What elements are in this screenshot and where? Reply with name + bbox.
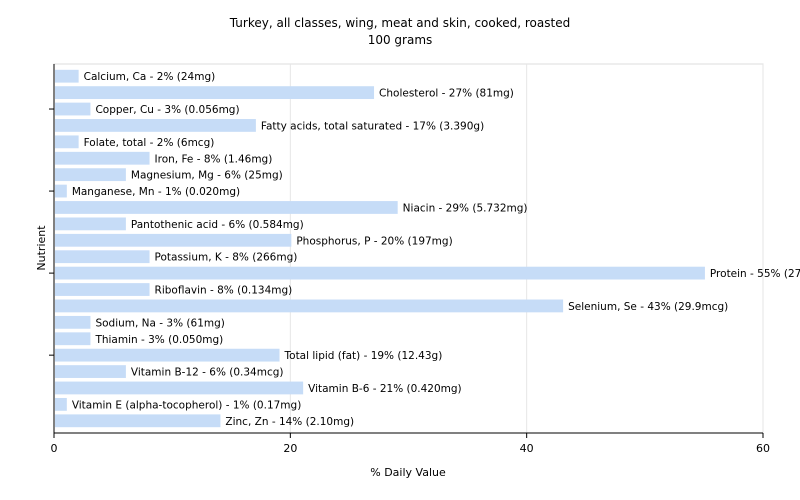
- bar: [55, 365, 126, 378]
- x-tick-label: 40: [520, 442, 534, 455]
- bar-label: Total lipid (fat) - 19% (12.43g): [284, 350, 443, 362]
- bar-label: Pantothenic acid - 6% (0.584mg): [131, 219, 304, 231]
- bar: [55, 201, 398, 214]
- bar: [55, 168, 126, 182]
- bar-label: Fatty acids, total saturated - 17% (3.39…: [261, 120, 484, 132]
- bar: [55, 151, 150, 165]
- bar: [55, 217, 126, 231]
- bar-label: Niacin - 29% (5.732mg): [403, 202, 528, 214]
- bar-label: Riboflavin - 8% (0.134mg): [155, 285, 293, 297]
- bar: [55, 315, 91, 329]
- bar: [55, 283, 150, 296]
- bar-label: Sodium, Na - 3% (61mg): [95, 317, 224, 329]
- x-axis-title: % Daily Value: [370, 466, 446, 479]
- bar-label: Protein - 55% (27.38g): [710, 268, 800, 280]
- bar-label: Cholesterol - 27% (81mg): [379, 88, 514, 100]
- bar-label: Manganese, Mn - 1% (0.020mg): [72, 186, 240, 198]
- chart-subtitle: 100 grams: [368, 33, 433, 47]
- bar-label: Phosphorus, P - 20% (197mg): [296, 235, 452, 247]
- bar-label: Zinc, Zn - 14% (2.10mg): [225, 416, 354, 428]
- bar: [55, 233, 292, 247]
- bar: [55, 332, 91, 346]
- bar-label: Iron, Fe - 8% (1.46mg): [155, 153, 273, 165]
- bar: [55, 102, 91, 116]
- bar-label: Folate, total - 2% (6mcg): [84, 137, 215, 149]
- x-tick-label: 20: [283, 442, 297, 455]
- bar: [55, 250, 150, 264]
- chart-title: Turkey, all classes, wing, meat and skin…: [229, 16, 570, 30]
- bar: [55, 86, 375, 100]
- axes: 0 20 40 60: [49, 64, 770, 455]
- bar-label: Calcium, Ca - 2% (24mg): [84, 71, 216, 83]
- bars: Calcium, Ca - 2% (24mg) Cholesterol - 27%…: [55, 69, 800, 428]
- x-tick-label: 0: [51, 442, 58, 455]
- bar-label: Potassium, K - 8% (266mg): [155, 252, 298, 264]
- bar: [55, 184, 67, 198]
- bar-label: Thiamin - 3% (0.050mg): [94, 334, 223, 346]
- bar: [55, 69, 79, 83]
- bar-label: Selenium, Se - 43% (29.9mcg): [568, 301, 728, 313]
- bar: [55, 266, 705, 280]
- bar-label: Copper, Cu - 3% (0.056mg): [95, 104, 239, 116]
- bar: [55, 299, 564, 313]
- bar: [55, 397, 67, 411]
- bar: [55, 414, 221, 428]
- bar-label: Vitamin B-6 - 21% (0.420mg): [308, 383, 462, 395]
- bar: [55, 381, 304, 395]
- bar: [55, 348, 280, 362]
- y-axis-title: Nutrient: [35, 225, 48, 271]
- bar: [55, 119, 256, 132]
- x-tick-label: 60: [756, 442, 770, 455]
- bar-label: Vitamin B-12 - 6% (0.34mcg): [131, 367, 284, 379]
- bar-label: Magnesium, Mg - 6% (25mg): [131, 170, 283, 182]
- bar-label: Vitamin E (alpha-tocopherol) - 1% (0.17m…: [72, 399, 301, 411]
- bar: [55, 135, 79, 149]
